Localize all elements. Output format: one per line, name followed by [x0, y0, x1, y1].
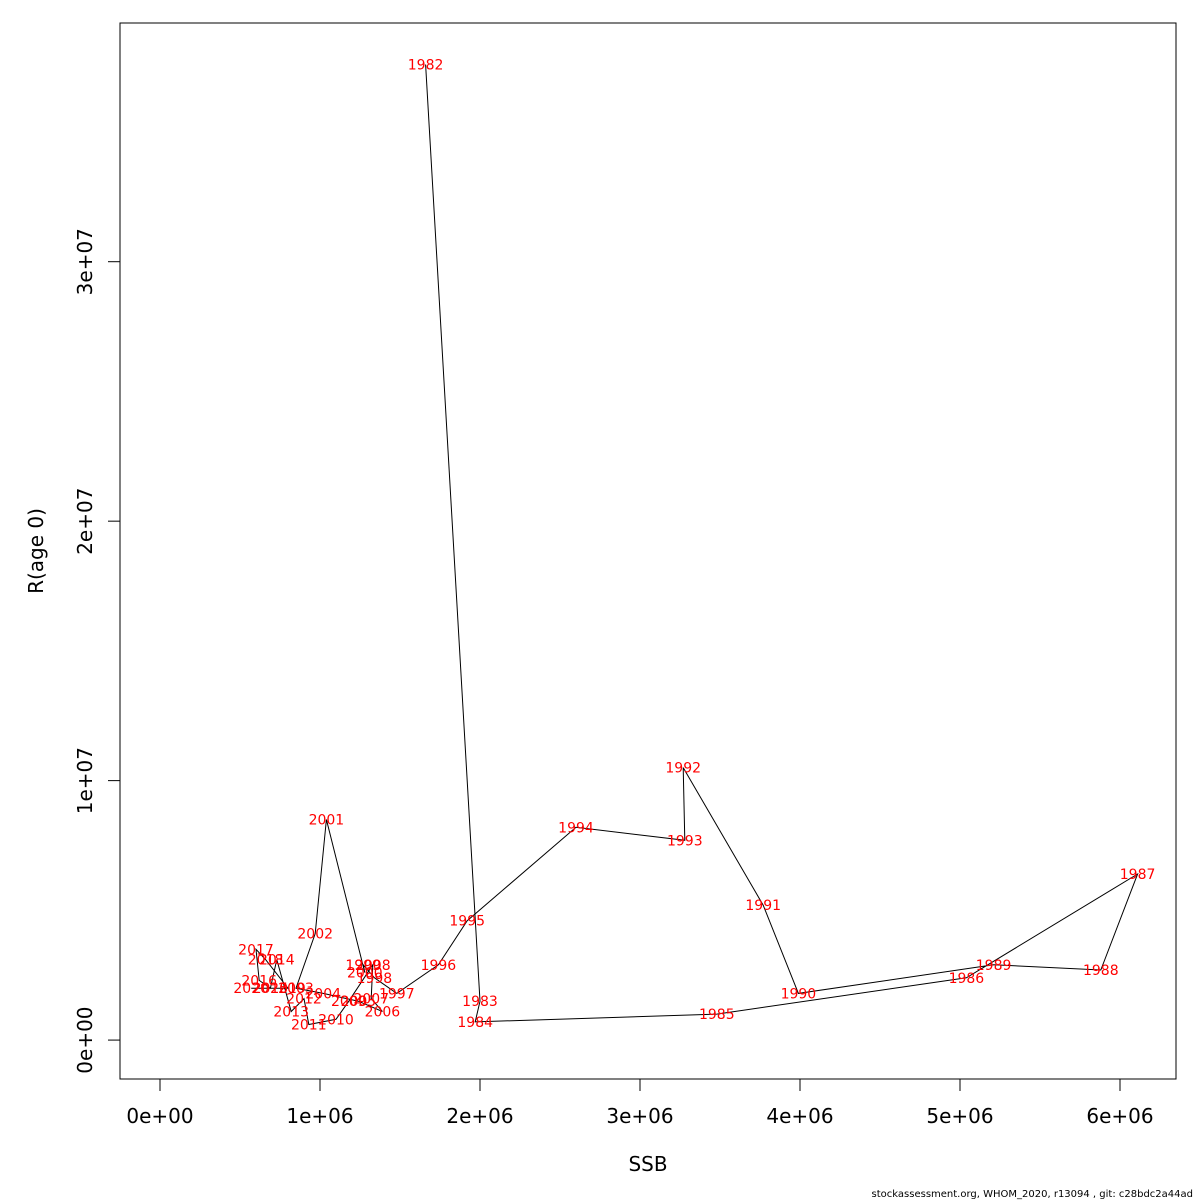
year-label-2020: 2020 [233, 981, 269, 997]
year-label-2014: 2014 [259, 953, 295, 969]
y-tick-label: 3e+07 [73, 228, 97, 295]
x-tick-label: 4e+06 [766, 1104, 833, 1128]
year-label-1988: 1988 [1083, 963, 1119, 979]
year-label-2015: 2015 [253, 981, 289, 997]
year-label-1989: 1989 [976, 958, 1012, 974]
x-tick-label: 3e+06 [606, 1104, 673, 1128]
x-tick-label: 0e+00 [126, 1104, 193, 1128]
x-tick-label: 2e+06 [446, 1104, 513, 1128]
year-labels-layer: 1982 1983 1984 1985 1986 1987 1988 1989 1990 1991… [233, 58, 1155, 1034]
y-axis-title: R(age 0) [24, 508, 48, 594]
year-label-2012: 2012 [286, 992, 322, 1008]
year-label-1983: 1983 [462, 994, 498, 1010]
y-axis: 0e+00 1e+07 2e+07 3e+07 [73, 228, 121, 1074]
x-tick-label: 6e+06 [1086, 1104, 1153, 1128]
year-label-1990: 1990 [781, 986, 817, 1002]
x-tick-label: 5e+06 [926, 1104, 993, 1128]
year-label-1985: 1985 [699, 1007, 735, 1023]
year-label-2003: 2003 [278, 981, 314, 997]
year-label-2013: 2013 [273, 1005, 309, 1021]
year-label-2006: 2006 [365, 1005, 401, 1021]
year-label-2016: 2016 [241, 973, 277, 989]
year-label-2011: 2011 [291, 1018, 327, 1034]
year-label-2001: 2001 [309, 813, 345, 829]
year-label-2007: 2007 [353, 992, 389, 1008]
year-label-1987: 1987 [1120, 867, 1156, 883]
year-label-2008: 2008 [355, 958, 391, 974]
y-tick-label: 0e+00 [73, 1006, 97, 1073]
plot-frame [119, 22, 1177, 1080]
year-label-2018: 2018 [248, 953, 284, 969]
footer-note: stockassessment.org, WHOM_2020, r13094 ,… [872, 1189, 1193, 1200]
y-tick-label: 1e+07 [73, 747, 97, 814]
x-axis-title: SSB [628, 1152, 667, 1176]
year-label-1992: 1992 [665, 761, 701, 777]
year-label-1999: 1999 [345, 958, 381, 974]
year-label-1994: 1994 [558, 820, 594, 836]
series-layer [251, 64, 1139, 1026]
year-label-2009: 2009 [331, 994, 367, 1010]
year-label-2004: 2004 [305, 986, 341, 1002]
year-label-2017: 2017 [238, 942, 274, 958]
year-label-2019: 2019 [270, 981, 306, 997]
year-label-1986: 1986 [949, 971, 985, 987]
year-label-2000: 2000 [347, 966, 383, 982]
year-label-1993: 1993 [667, 833, 703, 849]
x-tick-label: 1e+06 [286, 1104, 353, 1128]
recruitment-trajectory-line [251, 64, 1139, 1026]
year-label-2002: 2002 [297, 927, 333, 943]
year-label-1995: 1995 [449, 914, 485, 930]
x-axis: 0e+00 1e+06 2e+06 3e+06 4e+06 5e+06 6e+06 [126, 1078, 1154, 1128]
year-label-1991: 1991 [745, 898, 781, 914]
year-label-1996: 1996 [421, 958, 457, 974]
year-label-1982: 1982 [408, 58, 444, 74]
y-tick-label: 2e+07 [73, 488, 97, 555]
year-label-2005: 2005 [341, 994, 377, 1010]
year-label-1997: 1997 [379, 986, 415, 1002]
year-label-1984: 1984 [457, 1015, 493, 1031]
year-label-2010: 2010 [318, 1012, 354, 1028]
year-label-1998: 1998 [357, 971, 393, 987]
